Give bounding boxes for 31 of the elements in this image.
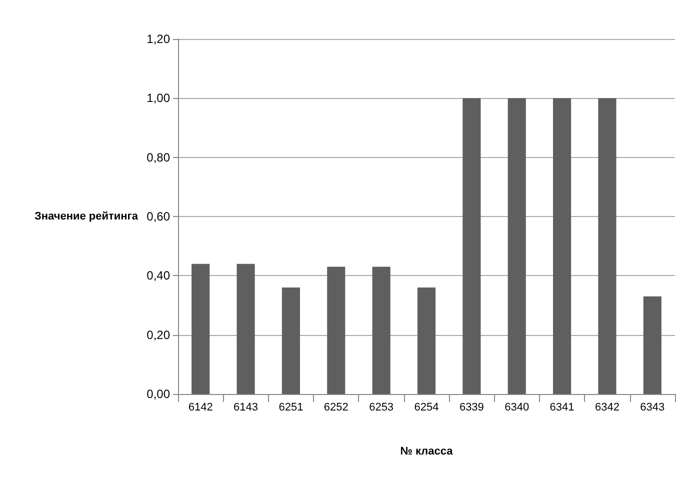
x-tick-label: 6343 [640, 402, 665, 414]
x-tick-label: 6341 [550, 402, 574, 414]
bar [282, 288, 300, 394]
x-tick-label: 6251 [278, 402, 304, 414]
y-tick-label: 0,60 [146, 210, 170, 224]
bar [508, 98, 526, 394]
y-tick-label: 0,80 [146, 150, 170, 164]
x-tick-label: 6142 [188, 402, 213, 414]
y-tick-label: 1,20 [146, 32, 170, 46]
bar [236, 264, 255, 394]
bar [462, 98, 481, 394]
x-axis-title: № класса [400, 446, 454, 458]
bar [372, 266, 390, 394]
x-tick-label: 6143 [234, 402, 258, 414]
bar [643, 296, 662, 394]
bar [417, 288, 436, 394]
x-tick-label: 6254 [414, 402, 439, 414]
y-axis-title: Значение рейтинга [34, 210, 139, 222]
y-tick-label: 0,00 [146, 387, 170, 401]
x-tick-label: 6342 [594, 402, 620, 414]
x-tick-label: 6253 [369, 402, 394, 414]
y-tick-label: 0,20 [146, 328, 170, 342]
bar [327, 266, 346, 394]
bar [192, 264, 210, 394]
bar [553, 98, 572, 394]
x-tick-label: 6339 [459, 402, 484, 414]
x-tick-label: 6340 [504, 402, 530, 414]
bar [598, 98, 616, 394]
x-tick-label: 6252 [324, 402, 348, 414]
y-tick-label: 0,40 [146, 268, 170, 283]
y-tick-label: 1,00 [146, 91, 170, 106]
